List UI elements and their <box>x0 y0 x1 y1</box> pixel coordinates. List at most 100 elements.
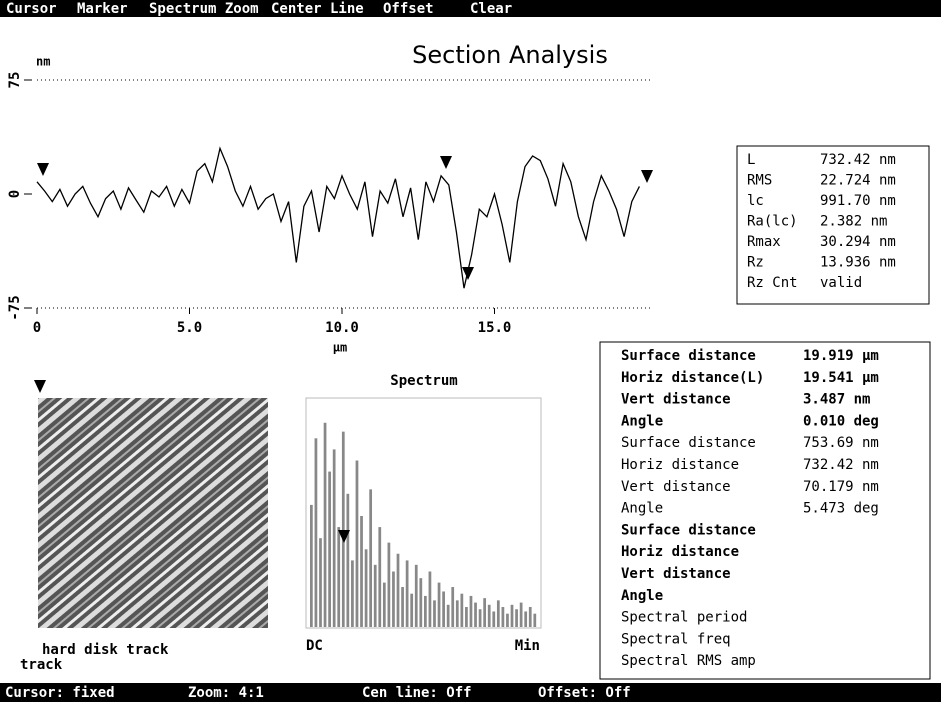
marker <box>34 380 46 393</box>
measurements-box <box>599 341 931 680</box>
menu-bar <box>0 0 941 17</box>
measure-label: Vert distance <box>621 566 731 582</box>
x-tick-label: 5.0 <box>177 320 202 336</box>
spectrum-start: DC <box>306 638 323 654</box>
spectrum-bar <box>524 611 528 627</box>
spectrum-bar <box>419 578 423 627</box>
measure-value: 753.69 nm <box>803 435 879 451</box>
spectrum-bar <box>501 607 505 627</box>
spectrum-bar <box>506 613 509 627</box>
spectrum-bar <box>455 600 459 627</box>
measure-label: Horiz distance <box>621 457 739 473</box>
image-caption: hard disk track <box>42 642 169 658</box>
spectrum-bar <box>378 527 382 627</box>
image-caption: track <box>20 657 63 673</box>
y-tick-label: 0 <box>7 190 23 198</box>
roughness-box <box>736 145 930 305</box>
menu-item[interactable]: Cursor <box>6 1 57 17</box>
marker <box>338 530 350 543</box>
spectrum-bar <box>478 609 482 627</box>
status-bar <box>0 683 941 702</box>
spectrum-bar <box>387 542 391 627</box>
spectrum-bar <box>528 607 532 627</box>
spectrum-bar <box>424 595 427 627</box>
menu-item[interactable]: Center Line <box>271 1 364 17</box>
spectrum-bar <box>401 587 404 627</box>
spectrum-bar <box>451 587 455 627</box>
measure-value: 0.010 deg <box>803 413 879 429</box>
spectrum-bar <box>314 438 318 627</box>
roughness-label: RMS <box>747 173 772 189</box>
menu-item[interactable]: Clear <box>470 1 512 17</box>
measure-label: Surface distance <box>621 435 756 451</box>
x-tick-label: 15.0 <box>478 320 512 336</box>
roughness-value: 13.936 nm <box>820 255 896 271</box>
measure-value: 732.42 nm <box>803 457 879 473</box>
spectrum-bar <box>469 595 473 627</box>
measure-label: Vert distance <box>621 479 731 495</box>
afm-image <box>38 398 268 628</box>
spectrum-bar <box>396 553 400 627</box>
spectrum-bar <box>487 604 491 627</box>
spectrum-bar <box>319 538 322 627</box>
spectrum-bar <box>369 489 373 627</box>
spectrum-bar <box>310 504 313 627</box>
spectrum-bar <box>465 607 468 627</box>
measure-label: Spectral RMS amp <box>621 653 756 669</box>
menu-item[interactable]: Spectrum Zoom <box>149 1 259 17</box>
measure-label: Horiz distance(L) <box>621 370 764 386</box>
roughness-value: 22.724 nm <box>820 173 896 189</box>
status-item: Cen line: Off <box>362 685 472 701</box>
measure-label: Angle <box>621 413 663 429</box>
spectrum-bar <box>433 600 436 627</box>
marker <box>37 163 49 176</box>
roughness-value: 732.42 nm <box>820 152 896 168</box>
spectrum-bar <box>519 602 523 627</box>
menu-item[interactable]: Marker <box>77 1 128 17</box>
measure-label: Angle <box>621 588 663 604</box>
roughness-label: Ra(lc) <box>747 214 798 230</box>
status-item: Offset: Off <box>538 685 631 701</box>
roughness-value: valid <box>820 275 862 291</box>
y-tick-label: -75 <box>7 295 23 320</box>
measure-label: Horiz distance <box>621 544 739 560</box>
spectrum-bar <box>332 449 336 627</box>
status-item: Zoom: 4:1 <box>188 685 264 701</box>
x-unit: µm <box>333 341 347 355</box>
roughness-label: lc <box>747 193 764 209</box>
spectrum-frame <box>305 397 542 629</box>
spectrum-bar <box>437 582 441 627</box>
measure-value: 19.919 µm <box>803 348 879 364</box>
spectrum-bar <box>346 493 350 627</box>
marker <box>641 170 653 183</box>
spectrum-bar <box>515 609 518 627</box>
spectrum-bar <box>337 527 341 627</box>
roughness-label: L <box>747 152 755 168</box>
spectrum-bar <box>405 560 409 627</box>
measure-label: Spectral freq <box>621 631 731 647</box>
measure-value: 70.179 nm <box>803 479 879 495</box>
roughness-value: 991.70 nm <box>820 193 896 209</box>
spectrum-bar <box>460 593 464 627</box>
measure-value: 5.473 deg <box>803 501 879 517</box>
spectrum-bar <box>474 602 477 627</box>
roughness-value: 2.382 nm <box>820 214 887 230</box>
spectrum-bar <box>533 613 537 627</box>
x-tick-label: 0 <box>33 320 41 336</box>
spectrum-bar <box>510 604 514 627</box>
measure-value: 19.541 µm <box>803 370 879 386</box>
measure-label: Surface distance <box>621 348 756 364</box>
menu-item[interactable]: Offset <box>383 1 434 17</box>
spectrum-title: Spectrum <box>390 373 457 389</box>
spectrum-bar <box>360 516 363 627</box>
spectrum-bar <box>328 471 331 627</box>
x-tick-label: 10.0 <box>325 320 359 336</box>
spectrum-bar <box>428 571 432 627</box>
spectrum-bar <box>382 582 386 627</box>
status-item: Cursor: fixed <box>5 685 115 701</box>
measure-label: Angle <box>621 501 663 517</box>
spectrum-bar <box>414 564 418 627</box>
spectrum-bar <box>364 549 368 627</box>
measure-value: 3.487 nm <box>803 392 870 408</box>
profile-line <box>36 146 640 289</box>
